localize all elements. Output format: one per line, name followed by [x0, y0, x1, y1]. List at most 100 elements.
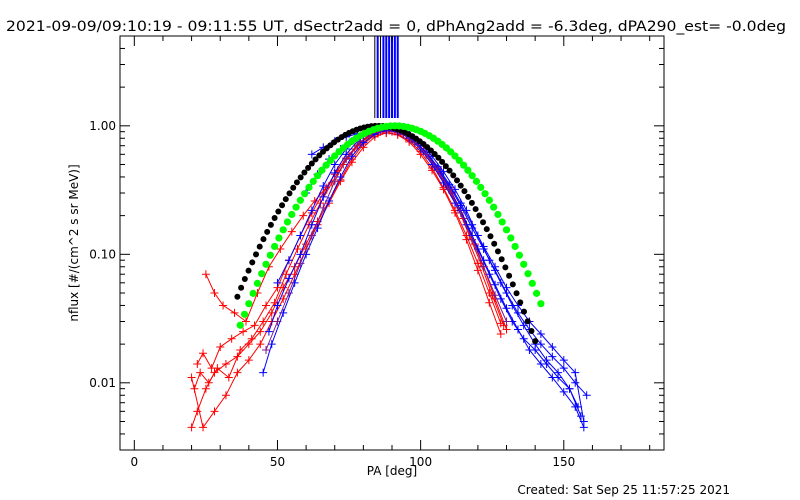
- data-point: [201, 384, 210, 393]
- data-point: [199, 423, 208, 432]
- fit-point: [502, 264, 509, 271]
- fit-point: [262, 260, 270, 268]
- data-point: [554, 368, 563, 377]
- data-point: [548, 342, 557, 351]
- data-point: [319, 182, 328, 191]
- fit-point: [459, 161, 468, 169]
- plot-data-layer: [187, 122, 591, 432]
- data-point: [267, 308, 276, 317]
- fit-point: [532, 338, 539, 345]
- data-point: [216, 342, 225, 351]
- x-axis-label: PA [deg]: [367, 464, 417, 478]
- series-line: [262, 129, 582, 417]
- data-point: [347, 152, 356, 161]
- data-point: [221, 391, 230, 400]
- x-tick-label: 0: [130, 455, 138, 469]
- fit-point: [537, 300, 545, 308]
- fit-point: [286, 190, 293, 197]
- fit-point: [511, 242, 519, 251]
- y-tick-label: 0.10: [89, 247, 116, 261]
- fit-point: [455, 156, 463, 165]
- fit-point: [316, 152, 323, 159]
- fit-point: [483, 226, 490, 233]
- fit-point: [520, 260, 528, 268]
- data-point: [439, 167, 448, 176]
- data-point: [201, 270, 210, 279]
- fit-point: [464, 166, 472, 174]
- data-point: [307, 206, 316, 215]
- data-point: [571, 378, 580, 387]
- fit-point: [487, 233, 494, 240]
- fit-point: [481, 190, 489, 198]
- fit-point: [283, 218, 292, 226]
- fit-point: [305, 164, 312, 171]
- series-red-0: [187, 128, 505, 432]
- data-point: [299, 211, 308, 220]
- data-point: [319, 203, 328, 212]
- data-point: [548, 373, 557, 382]
- fit-point: [240, 310, 249, 318]
- data-point: [559, 356, 568, 365]
- fit-point: [480, 219, 487, 226]
- data-point: [468, 235, 477, 244]
- data-point: [330, 177, 339, 186]
- data-point: [267, 340, 276, 349]
- data-point: [330, 168, 339, 177]
- data-point: [479, 242, 488, 251]
- fit-point: [494, 210, 502, 219]
- fit-point: [256, 243, 263, 250]
- fit-point: [468, 199, 475, 206]
- fit-point: [253, 251, 259, 258]
- x-tick-label: 150: [552, 455, 575, 469]
- data-point: [433, 166, 442, 175]
- data-point: [193, 360, 202, 369]
- data-point: [559, 387, 568, 396]
- fit-point: [506, 272, 513, 279]
- fit-point: [524, 318, 531, 325]
- fit-curve-green: [236, 122, 545, 329]
- fit-point: [517, 299, 524, 306]
- data-point: [239, 327, 248, 336]
- fit-point: [288, 210, 296, 219]
- data-point: [187, 373, 196, 382]
- series-red-4: [187, 128, 505, 432]
- fit-point: [442, 163, 449, 170]
- fit-point: [520, 308, 527, 315]
- data-point: [496, 319, 505, 328]
- data-point: [296, 259, 305, 268]
- data-point: [204, 378, 213, 387]
- fit-point: [275, 208, 282, 215]
- data-point: [559, 364, 568, 373]
- data-point: [576, 412, 585, 421]
- data-point: [207, 364, 216, 373]
- fit-point: [451, 152, 459, 160]
- data-point: [491, 280, 500, 289]
- series-line: [311, 129, 585, 428]
- data-point: [502, 304, 511, 313]
- fit-point: [297, 174, 304, 181]
- fit-point: [301, 169, 308, 176]
- fit-point: [515, 251, 524, 259]
- data-point: [273, 278, 282, 287]
- data-point: [256, 340, 265, 349]
- data-point: [536, 360, 545, 369]
- data-point: [187, 423, 196, 432]
- fit-point: [293, 179, 300, 186]
- fit-point: [476, 212, 483, 219]
- fit-point: [502, 226, 511, 234]
- data-point: [473, 259, 482, 268]
- fit-point: [279, 202, 286, 209]
- data-point: [273, 317, 282, 326]
- fit-point: [453, 177, 460, 184]
- fit-point: [507, 234, 515, 242]
- fit-point: [491, 240, 498, 247]
- chart-title: 2021-09-09/09:10:19 - 09:11:55 UT, dSect…: [6, 19, 786, 35]
- data-point: [582, 391, 591, 400]
- fit-point: [236, 321, 244, 329]
- series-purple-10: [262, 125, 511, 355]
- data-point: [508, 301, 517, 310]
- fit-point: [528, 279, 536, 287]
- fit-point: [490, 203, 498, 211]
- data-point: [496, 278, 505, 287]
- data-point: [227, 334, 236, 343]
